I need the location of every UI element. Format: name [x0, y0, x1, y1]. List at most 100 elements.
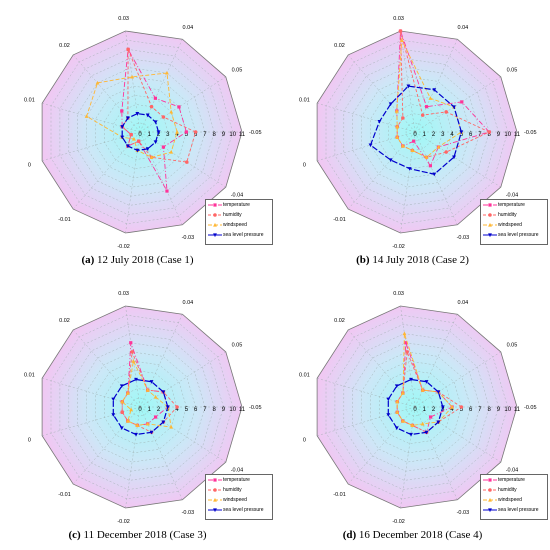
legend-swatch [208, 497, 222, 502]
caption-text: 16 December 2018 (Case 4) [358, 529, 483, 541]
data-point [444, 110, 448, 114]
grid-ring [352, 342, 481, 472]
grid-spoke [42, 131, 141, 161]
tick-label: 7 [203, 407, 207, 413]
axis-label: 0.05 [507, 68, 518, 74]
data-point [213, 478, 217, 482]
radar-chart: 0 1 2 3 4 5 6 7 8 9 10 11 -0.050.050.040.030.020.010… [299, 291, 536, 525]
radar-chart: 0 1 2 3 4 5 6 7 8 9 10 11 -0.050.050.040.030.020.010… [24, 291, 261, 525]
caption-label: (c) [68, 529, 81, 541]
axis-label: -0.04 [506, 192, 519, 198]
axis-label: 0.02 [334, 43, 345, 49]
series-line [121, 342, 169, 426]
data-point [424, 155, 429, 159]
tick-label: 1 [148, 407, 152, 413]
caption-label: (b) [356, 254, 370, 266]
grid-ring [405, 397, 425, 417]
data-point [145, 113, 150, 118]
data-point [213, 213, 217, 217]
axis-label: -0.02 [392, 244, 405, 250]
legend-label: humidity [223, 212, 242, 218]
grid-ring [388, 104, 444, 160]
series-line [396, 30, 491, 158]
legend-label: temperature [498, 477, 525, 483]
panel-caption: (b) 14 July 2018 (Case 2) [275, 254, 550, 266]
grid-ring [86, 76, 196, 188]
data-point [398, 29, 403, 33]
data-point [386, 413, 391, 417]
data-point [488, 233, 492, 238]
legend-entry: windspeed [206, 220, 272, 230]
radar-background [41, 30, 243, 234]
data-point [169, 149, 174, 154]
data-point [161, 145, 166, 149]
tick-label: 11 [514, 132, 521, 138]
legend-entry: sea level pressure [481, 230, 547, 240]
data-point [156, 130, 161, 135]
data-point [135, 112, 140, 116]
data-point [161, 115, 166, 119]
legend-label: sea level pressure [498, 507, 539, 513]
data-point [395, 135, 400, 139]
tick-label: 2 [157, 132, 161, 138]
data-point [488, 478, 492, 482]
axis-label: 0.03 [118, 16, 129, 22]
axis-label: 0.01 [24, 98, 35, 104]
axis-label: -0.05 [524, 130, 537, 136]
tick-label: 10 [229, 407, 236, 413]
legend: temperature humidity windspeed sea level pr… [205, 199, 273, 245]
axis-label: -0.05 [249, 130, 262, 136]
legend-swatch [483, 213, 497, 217]
grid-spoke [414, 351, 501, 408]
axis-label: 0.01 [299, 98, 310, 104]
tick-label: 6 [194, 132, 198, 138]
data-point [459, 130, 464, 135]
tick-label: 7 [478, 132, 482, 138]
tick-label: 2 [432, 132, 436, 138]
grid-spoke [400, 306, 416, 408]
axis-label: 0.02 [59, 43, 70, 49]
axis-label: 0 [28, 437, 31, 443]
data-point [111, 397, 116, 402]
data-point [165, 405, 170, 410]
tick-label: 6 [194, 407, 198, 413]
axis-label: 0 [303, 437, 306, 443]
axis-label: 0.04 [458, 300, 469, 306]
legend-entry: windspeed [481, 495, 547, 505]
tick-label: 3 [166, 132, 170, 138]
grid-ring [343, 333, 490, 481]
legend-swatch [483, 488, 497, 492]
axis-label: 0.05 [232, 343, 243, 349]
tick-label: 5 [460, 132, 464, 138]
tick-label: 5 [460, 407, 464, 413]
legend-entry: sea level pressure [206, 505, 272, 515]
data-point [406, 84, 411, 89]
grid-ring [86, 351, 196, 463]
legend-swatch [483, 478, 497, 482]
data-point [149, 104, 154, 109]
data-point [161, 420, 166, 425]
data-point [400, 418, 405, 423]
grid-ring [68, 333, 215, 481]
legend-swatch [483, 497, 497, 502]
data-point [165, 70, 169, 75]
grid-ring [361, 351, 471, 463]
data-point [213, 222, 217, 227]
axis-label: 0.04 [183, 300, 194, 306]
data-point [120, 109, 124, 113]
grid-spoke [414, 131, 501, 188]
data-point [169, 109, 174, 114]
data-point [388, 102, 393, 107]
data-point [175, 405, 179, 409]
data-point [432, 88, 437, 92]
data-point [213, 508, 217, 513]
data-point [136, 139, 141, 143]
tick-label: 4 [450, 132, 454, 138]
data-point [394, 384, 399, 389]
data-point [130, 350, 134, 354]
tick-label: 11 [239, 407, 246, 413]
data-point [407, 167, 412, 171]
data-point [134, 432, 138, 437]
data-point [460, 100, 464, 104]
